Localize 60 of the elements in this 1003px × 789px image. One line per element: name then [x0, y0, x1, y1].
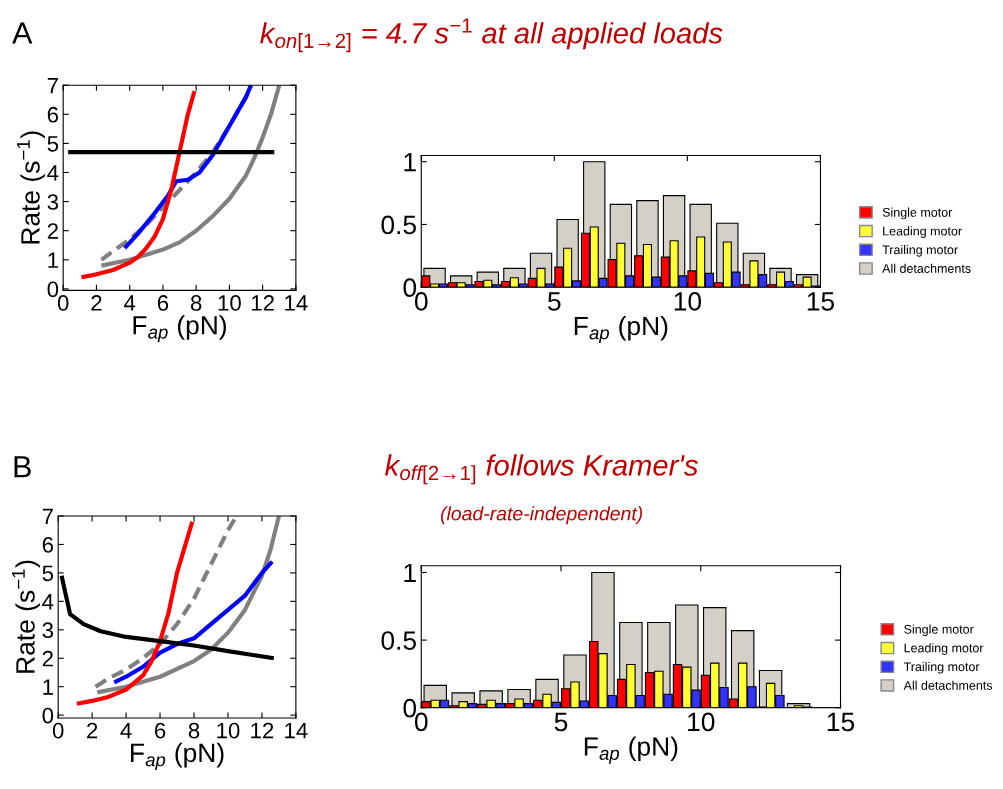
y-tick-label: 7	[47, 77, 58, 94]
x-tick-label: 0	[57, 295, 69, 311]
x-tick-label: 15	[807, 292, 835, 311]
x-tick-label: 2	[87, 722, 98, 739]
text: B	[14, 456, 31, 478]
y-tick-label: 6	[47, 106, 59, 123]
text: k$_{on[1→2]}$ = 4.7 s$^{−1}$ at all applied loads	[260, 18, 723, 53]
y-tick-label: 4	[42, 594, 54, 610]
legend-label: Leading motor	[883, 226, 962, 238]
x-axis-title: F$_{ap}$ (pN)	[574, 315, 668, 344]
x-tick-label: 8	[190, 295, 202, 311]
x-tick-label: 6	[155, 722, 166, 739]
y-tick-label: 2	[42, 650, 53, 667]
x-tick-label: 10	[218, 295, 241, 311]
x-tick-label: 12	[251, 722, 274, 739]
y-tick-label: 4	[47, 165, 59, 181]
legend-label: Single motor	[882, 207, 953, 220]
legend-label: All detachments	[903, 680, 993, 690]
legend-label: Trailing motor	[882, 245, 958, 257]
y-tick-label: 5	[42, 565, 54, 582]
x-tick-label: 5	[548, 292, 561, 311]
y-tick-label: 7	[42, 508, 53, 525]
x-tick-label: 4	[120, 722, 132, 739]
y-tick-label: 1	[404, 153, 416, 172]
text: A	[12, 22, 33, 44]
x-axis-title: F$_{ap}$ (pN)	[131, 742, 224, 771]
chart-subtitle: (load-rate-independent)	[440, 506, 643, 525]
x-tick-label: 6	[157, 295, 169, 311]
legend-label: All detachments	[882, 263, 971, 273]
x-tick-label: 5	[554, 712, 568, 732]
y-tick-label: 6	[42, 536, 54, 553]
y-tick-label: 3	[42, 622, 54, 639]
x-tick-label: 10	[688, 712, 715, 732]
y-axis-title: Rate (s$^{−1}$)	[12, 560, 40, 673]
y-axis-title: Rate (s$^{−1}$)	[17, 131, 45, 244]
legend-label: Leading motor	[904, 643, 984, 655]
x-tick-label: 14	[285, 722, 308, 739]
x-axis-title: F$_{ap}$ (pN)	[584, 736, 678, 764]
x-tick-label: 8	[188, 722, 200, 739]
x-tick-label: 10	[217, 722, 240, 739]
chart-title: k$_{off[2→1]}$ follows Kramer's	[385, 454, 698, 485]
y-tick-label: 3	[47, 194, 59, 210]
legend-label: Single motor	[904, 624, 974, 637]
x-tick-label: 12	[251, 295, 274, 311]
x-axis-title: F$_{ap}$ (pN)	[133, 315, 226, 343]
y-tick-label: 0	[403, 698, 417, 718]
x-tick-label: 14	[285, 295, 308, 311]
y-tick-label: 0.5	[381, 631, 416, 650]
legend-label: Trailing motor	[903, 661, 980, 674]
x-tick-label: 15	[827, 712, 855, 732]
y-tick-label: 0	[47, 281, 59, 298]
y-tick-label: 5	[47, 136, 59, 152]
y-tick-label: 1	[404, 563, 416, 583]
y-tick-label: 0.5	[381, 215, 416, 235]
y-tick-label: 2	[47, 223, 58, 239]
x-tick-label: 2	[91, 295, 102, 311]
y-tick-label: 1	[48, 252, 58, 268]
y-tick-label: 1	[43, 679, 53, 695]
x-tick-label: 10	[674, 292, 702, 311]
x-tick-label: 4	[124, 295, 136, 311]
